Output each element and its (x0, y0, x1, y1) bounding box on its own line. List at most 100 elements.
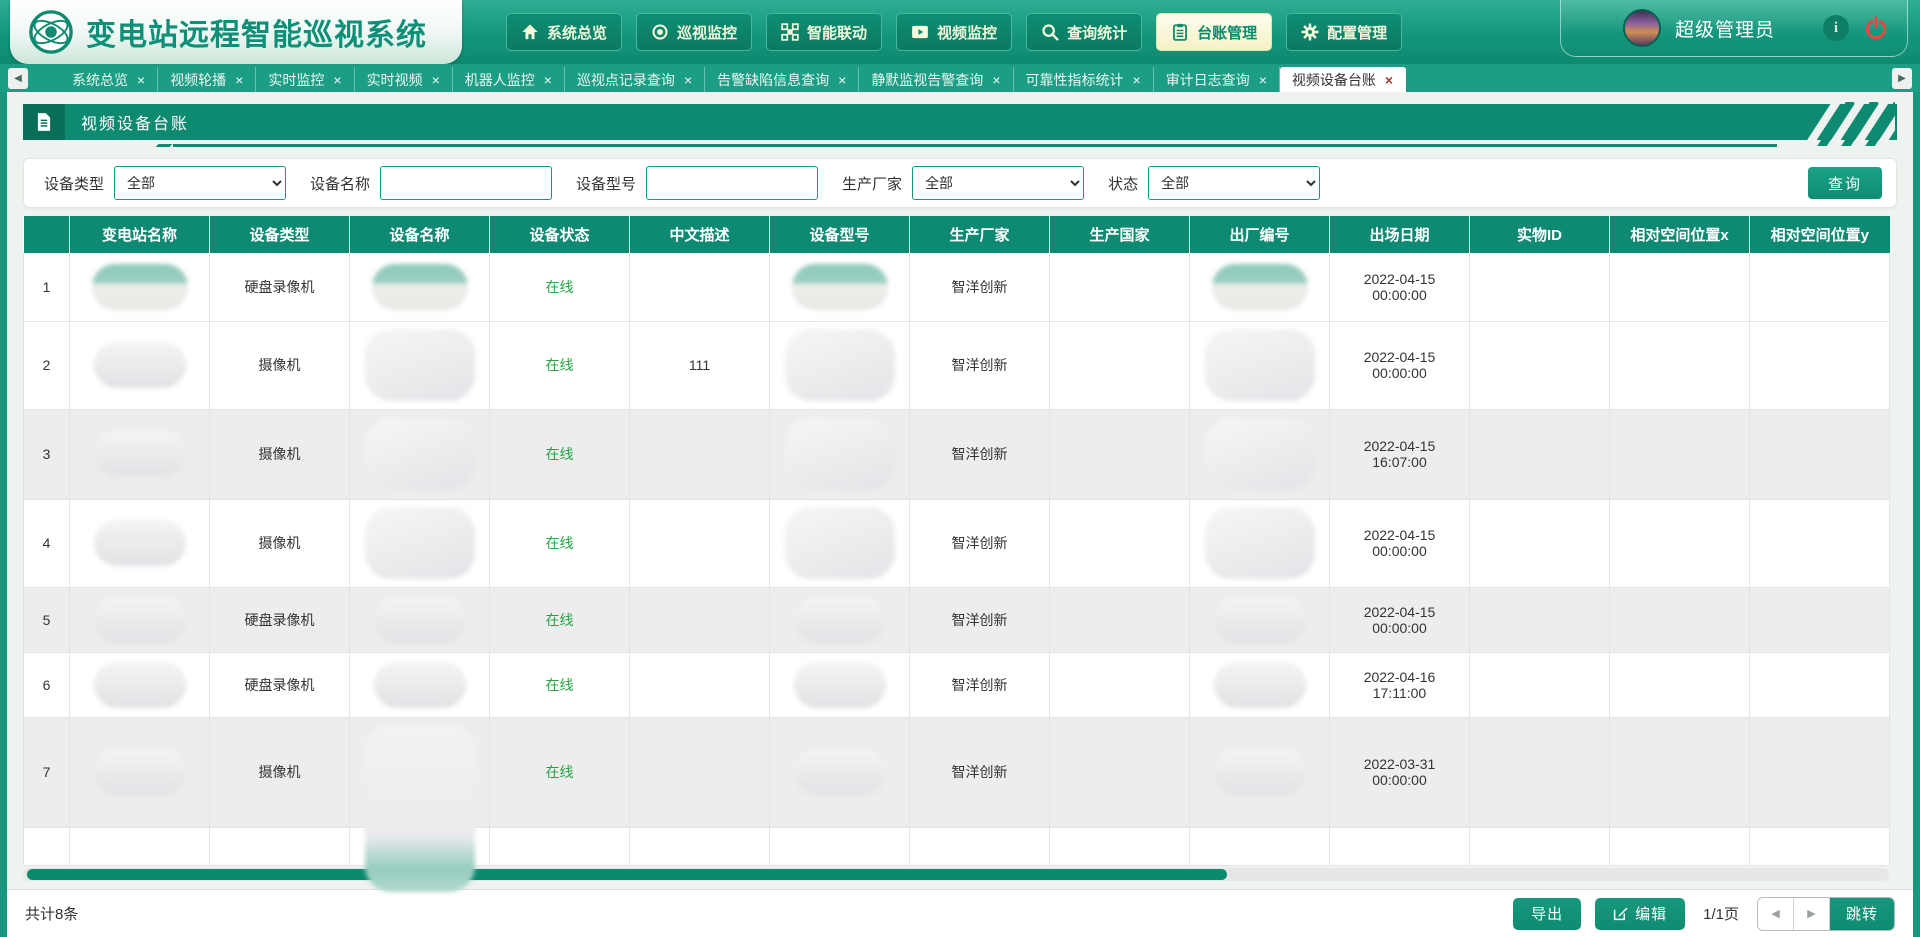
table-row[interactable]: 7 摄像机 在线 智洋创新 2022-03-31 00:00:00 (23, 717, 1890, 892)
device-name-input[interactable] (380, 166, 553, 200)
tab-reliability-stats[interactable]: 可靠性指标统计 × (1014, 67, 1154, 92)
manufacturer-label: 生产厂家 (842, 175, 903, 193)
cell-vendor: 智洋创新 (909, 717, 1050, 828)
redacted-blob (1204, 329, 1315, 401)
tab-robot-monitor[interactable]: 机器人监控 × (453, 67, 565, 92)
clipboard-icon (1171, 23, 1189, 41)
table-row[interactable]: 5 硬盘录像机 在线 智洋创新 2022-04-15 00:00:00 (23, 587, 1890, 653)
tab-realtime-video[interactable]: 实时视频 × (355, 67, 453, 92)
table-row[interactable]: 4 摄像机 在线 智洋创新 2022-04-15 00:00:00 (23, 499, 1890, 588)
search-icon (1041, 23, 1059, 41)
column-header (23, 216, 70, 253)
export-button[interactable]: 导出 (1513, 897, 1582, 930)
cell-desc (629, 499, 770, 588)
nav-system-overview[interactable]: 系统总览 (506, 13, 623, 51)
redacted-blob (93, 342, 186, 388)
tab-system-overview[interactable]: 系统总览 × (60, 67, 159, 92)
tab-close-icon[interactable]: × (333, 71, 342, 88)
redacted-blob (373, 661, 466, 708)
column-header: 相对空间位置x (1609, 216, 1750, 253)
table-row[interactable]: 6 硬盘录像机 在线 智洋创新 2022-04-16 17:11:00 (23, 652, 1890, 718)
cell-serial (1189, 409, 1330, 500)
table-row[interactable]: 3 摄像机 在线 智洋创新 2022-04-15 16:07:00 (23, 409, 1890, 500)
tab-close-icon[interactable]: × (235, 71, 244, 88)
cell-id (1469, 652, 1610, 718)
tab-close-icon[interactable]: × (992, 71, 1001, 88)
edit-button[interactable]: 编辑 (1595, 897, 1686, 930)
tab-alarm-defect-query[interactable]: 告警缺陷信息查询 × (705, 67, 860, 92)
tab-close-icon[interactable]: × (543, 71, 552, 88)
tab-scroll-right-icon[interactable]: ▶ (1892, 68, 1912, 89)
tab-label: 实时视频 (366, 71, 423, 88)
nav-query-stats[interactable]: 查询统计 (1026, 13, 1143, 51)
next-page-icon[interactable]: ▶ (1793, 897, 1830, 930)
cell-type: 摄像机 (209, 717, 350, 828)
scrollbar-thumb[interactable] (27, 868, 1227, 880)
jump-button[interactable]: 跳转 (1829, 897, 1894, 930)
tab-close-icon[interactable]: × (137, 71, 146, 88)
titlebar-stripes (1799, 102, 1895, 146)
tab-close-icon[interactable]: × (838, 71, 847, 88)
column-header: 设备名称 (349, 216, 490, 253)
tab-close-icon[interactable]: × (683, 71, 693, 88)
info-icon[interactable]: i (1823, 15, 1849, 41)
power-icon[interactable] (1863, 15, 1889, 41)
user-name: 超级管理员 (1675, 19, 1776, 41)
tab-video-carousel[interactable]: 视频轮播 × (158, 67, 257, 92)
cell-y (1749, 499, 1890, 588)
tab-realtime-monitor[interactable]: 实时监控 × (256, 67, 355, 92)
tab-patrol-record-query[interactable]: 巡视点记录查询 × (565, 67, 706, 92)
tab-scroll-left-icon[interactable]: ◀ (8, 68, 28, 89)
cell-y (1749, 717, 1890, 828)
tab-label: 视频设备台账 (1291, 71, 1376, 88)
tab-video-device-ledger[interactable]: 视频设备台账 × (1279, 67, 1407, 92)
cell-desc (629, 587, 770, 653)
status-select[interactable]: 全部 (1148, 166, 1321, 200)
prev-page-icon[interactable]: ◀ (1757, 897, 1794, 930)
query-button[interactable]: 查询 (1807, 167, 1882, 199)
nav-patrol-monitor[interactable]: 巡视监控 (636, 13, 753, 51)
tab-label: 视频轮播 (170, 71, 227, 88)
state-grid-logo-icon (29, 10, 73, 54)
document-icon (23, 104, 65, 140)
tab-silent-alarm-query[interactable]: 静默监视告警查询 × (859, 67, 1014, 92)
avatar[interactable] (1623, 9, 1661, 47)
cell-date: 2022-04-15 00:00:00 (1329, 499, 1470, 588)
cell-station (69, 652, 210, 718)
cell-type: 硬盘录像机 (209, 253, 350, 322)
cell-num: 4 (23, 499, 70, 588)
device-type-label: 设备类型 (44, 175, 105, 193)
tab-close-icon[interactable]: × (1258, 71, 1267, 88)
cell-vendor: 智洋创新 (909, 409, 1050, 500)
cell-desc (629, 717, 770, 828)
nav-smart-linkage[interactable]: 智能联动 (766, 13, 883, 51)
cell-vendor: 智洋创新 (909, 253, 1050, 322)
cell-desc (629, 652, 770, 718)
table-row[interactable] (23, 827, 1890, 866)
manufacturer-select[interactable]: 全部 (912, 166, 1085, 200)
cell-desc: 111 (629, 321, 770, 410)
tab-close-icon[interactable]: × (1132, 71, 1141, 88)
cell-status: 在线 (489, 409, 630, 500)
nav-label: 智能联动 (807, 24, 868, 42)
tab-close-icon[interactable]: × (1384, 71, 1394, 88)
cell-country (1049, 652, 1190, 718)
nav-video-monitor[interactable]: 视频监控 (896, 13, 1013, 51)
tab-close-icon[interactable]: × (431, 71, 440, 88)
cell-name (349, 717, 490, 892)
horizontal-scrollbar[interactable] (23, 867, 1889, 881)
table-row[interactable]: 1 硬盘录像机 在线 智洋创新 2022-04-15 00:00:00 (23, 253, 1890, 322)
app-header: 变电站远程智能巡视系统 系统总览 巡视监控 智能联动 视频监控 查询统计 台账管理 配置管理… (0, 0, 1920, 64)
cell-num: 5 (23, 587, 70, 653)
tab-label: 审计日志查询 (1165, 71, 1250, 88)
redacted-blob (364, 723, 475, 892)
redacted-blob (91, 263, 188, 310)
table-row[interactable]: 2 摄像机 在线 111 智洋创新 2022-04-15 00:00:00 (23, 321, 1890, 410)
redacted-blob (791, 263, 888, 310)
tab-audit-log-query[interactable]: 审计日志查询 × (1154, 67, 1280, 92)
nav-config-manage[interactable]: 配置管理 (1286, 13, 1403, 51)
device-model-input[interactable] (646, 166, 819, 200)
nav-ledger-manage[interactable]: 台账管理 (1156, 13, 1273, 51)
device-type-select[interactable]: 全部 (114, 166, 287, 200)
cell-id (1469, 321, 1610, 410)
